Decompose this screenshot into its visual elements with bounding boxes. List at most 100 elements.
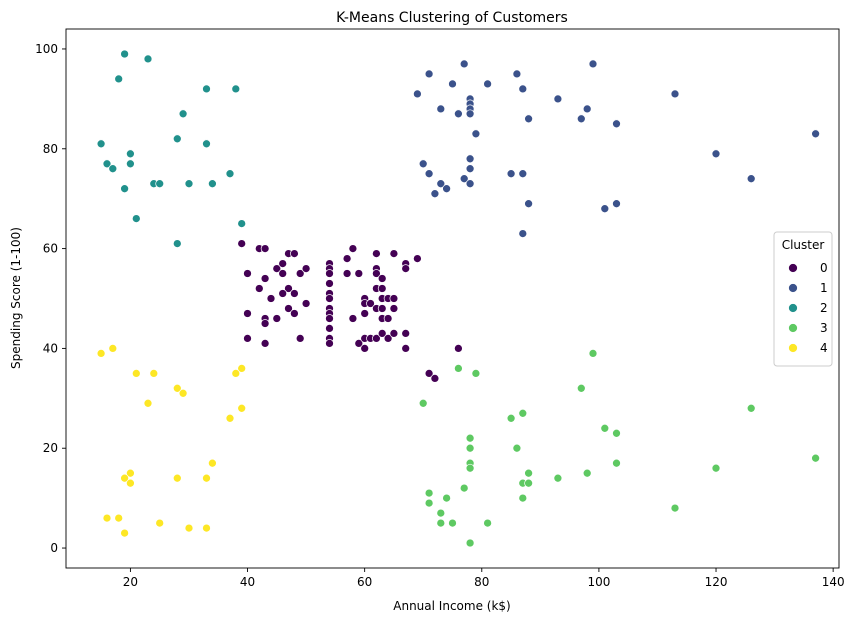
data-point-cluster-1 [553,94,563,104]
data-point-cluster-0 [325,279,334,288]
y-tick-label: 20 [43,441,58,455]
data-point-cluster-0 [377,274,387,283]
data-point-cluster-1 [588,59,598,69]
data-point-cluster-1 [465,179,475,189]
points-layer [96,49,820,548]
data-point-cluster-4 [126,478,135,488]
data-point-cluster-1 [746,174,756,184]
data-point-cluster-3 [471,369,481,378]
data-point-cluster-3 [711,463,721,473]
data-point-cluster-0 [237,239,247,248]
data-point-cluster-4 [237,364,247,373]
legend-label-cluster-1: 1 [820,281,828,295]
data-point-cluster-0 [278,289,288,298]
data-point-cluster-0 [325,294,334,303]
data-point-cluster-0 [413,254,422,263]
data-point-cluster-4 [114,513,124,523]
data-point-cluster-1 [811,129,820,139]
legend-marker-cluster-0 [788,263,798,273]
data-point-cluster-0 [272,314,282,323]
data-point-cluster-3 [454,364,463,373]
data-point-cluster-0 [401,264,411,273]
x-tick-label: 80 [474,575,489,589]
data-point-cluster-3 [465,443,475,453]
data-point-cluster-3 [811,453,820,463]
data-point-cluster-0 [260,274,270,283]
data-point-cluster-0 [243,309,252,318]
data-point-cluster-3 [483,518,492,528]
data-point-cluster-0 [354,339,364,348]
x-tick-label: 140 [822,575,845,589]
data-point-cluster-0 [325,339,334,348]
data-point-cluster-1 [465,109,475,119]
data-point-cluster-1 [512,69,522,79]
y-tick-label: 0 [50,541,58,555]
data-point-cluster-3 [612,458,621,468]
data-point-cluster-1 [582,104,592,114]
data-point-cluster-4 [120,528,129,538]
data-point-cluster-0 [360,344,370,353]
data-point-cluster-3 [588,349,598,358]
data-point-cluster-0 [295,269,305,278]
data-point-cluster-1 [612,199,621,209]
data-point-cluster-0 [389,294,399,303]
data-point-cluster-3 [424,488,434,498]
data-point-cluster-4 [172,383,182,393]
data-point-cluster-3 [518,493,528,503]
data-point-cluster-0 [266,294,276,303]
data-point-cluster-4 [126,468,135,478]
data-point-cluster-0 [401,344,411,353]
data-point-cluster-4 [202,523,211,533]
data-point-cluster-0 [389,249,399,258]
data-point-cluster-0 [389,329,399,338]
data-point-cluster-0 [260,319,270,328]
data-point-cluster-4 [108,344,118,353]
data-point-cluster-0 [383,314,393,323]
data-point-cluster-1 [418,159,428,169]
chart-title: K-Means Clustering of Customers [336,10,568,26]
legend-marker-cluster-2 [788,303,798,313]
data-point-cluster-1 [430,189,440,199]
y-axis-label: Spending Score (1-100) [9,227,23,369]
data-point-cluster-1 [436,179,446,189]
y-tick-label: 40 [43,341,58,355]
data-point-cluster-3 [465,538,475,548]
data-point-cluster-2 [178,109,188,119]
legend-label-cluster-0: 0 [820,261,828,275]
data-point-cluster-0 [260,339,270,348]
data-point-cluster-2 [184,179,194,189]
data-point-cluster-3 [576,383,586,393]
data-point-cluster-2 [225,169,235,179]
data-point-cluster-3 [465,463,475,473]
data-point-cluster-0 [290,309,299,318]
data-point-cluster-4 [178,388,188,398]
y-tick-label: 80 [43,142,58,156]
legend-marker-cluster-1 [788,283,798,293]
data-point-cluster-2 [172,134,182,144]
y-tick-label: 100 [35,42,58,56]
data-point-cluster-2 [126,159,135,169]
data-point-cluster-1 [465,164,475,174]
data-point-cluster-2 [202,139,211,149]
data-point-cluster-3 [424,498,434,508]
data-point-cluster-1 [424,69,434,79]
data-point-cluster-0 [383,334,393,343]
legend-label-cluster-4: 4 [820,341,828,355]
data-point-cluster-3 [436,518,446,528]
data-point-cluster-0 [243,334,252,343]
data-point-cluster-0 [342,254,352,263]
data-point-cluster-0 [278,259,288,268]
data-point-cluster-2 [120,184,129,194]
data-point-cluster-3 [418,398,428,408]
plot-frame [65,28,840,569]
data-point-cluster-0 [272,264,282,273]
data-point-cluster-0 [295,334,305,343]
data-point-cluster-1 [459,59,469,69]
x-tick-label: 60 [357,575,372,589]
data-point-cluster-3 [600,423,610,433]
x-tick-label: 20 [123,575,138,589]
data-point-cluster-0 [389,304,399,313]
data-point-cluster-2 [96,139,106,149]
